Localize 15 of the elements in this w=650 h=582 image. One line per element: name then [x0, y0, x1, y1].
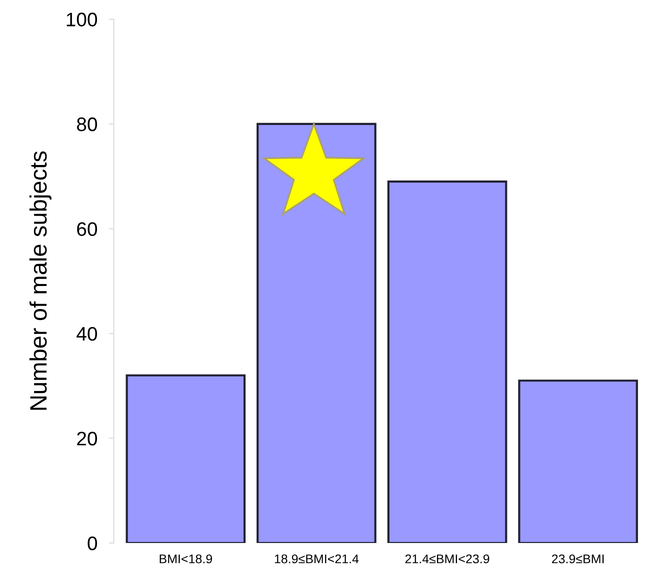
x-tick-label: BMI<18.9	[160, 554, 212, 564]
y-tick-label: 100	[66, 12, 98, 26]
bar	[387, 180, 508, 544]
x-tick-label: 21.4≤BMI<23.9	[405, 554, 490, 564]
x-tick-label: 23.9≤BMI	[552, 554, 604, 564]
x-tick-label: 18.9≤BMI<21.4	[274, 554, 359, 564]
y-tick-label: 80	[76, 117, 98, 132]
y-axis-title: Number of male subjects	[29, 151, 52, 410]
y-tick-label: 20	[77, 432, 98, 446]
bar	[126, 374, 246, 544]
bar	[518, 380, 638, 544]
y-tick-label: 60	[77, 222, 98, 236]
y-tick-label: 40	[76, 326, 98, 341]
y-tick-label: 0	[88, 536, 98, 550]
bar	[256, 122, 376, 544]
